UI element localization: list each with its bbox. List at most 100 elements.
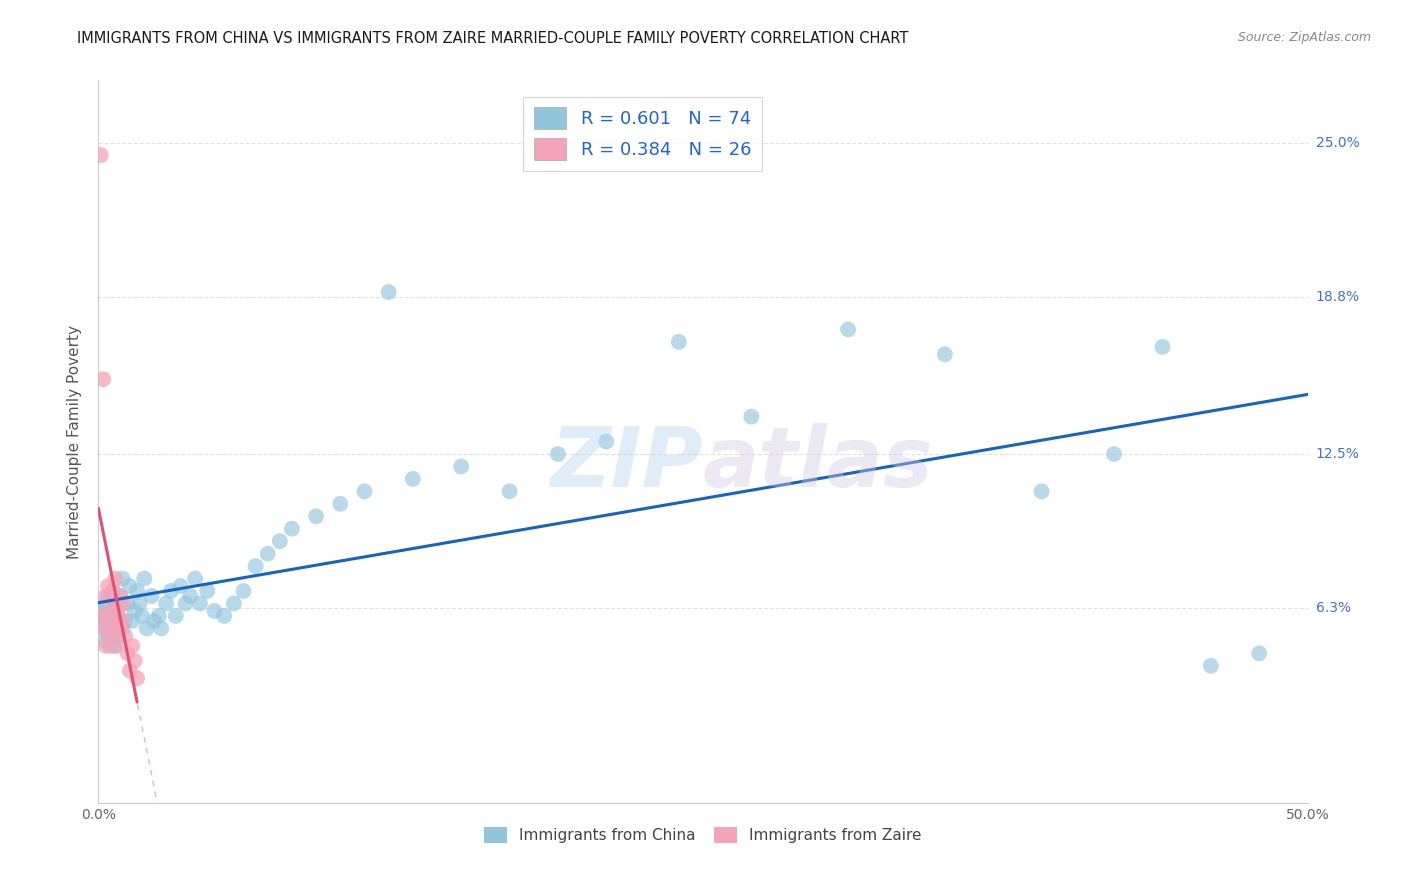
Point xyxy=(131,609,153,624)
Point xyxy=(1031,484,1053,499)
Point xyxy=(595,434,617,449)
Point xyxy=(108,614,131,628)
Point xyxy=(498,484,520,499)
Point xyxy=(111,614,134,628)
Point xyxy=(1152,340,1174,354)
Point xyxy=(212,609,235,624)
Point xyxy=(97,609,120,624)
Point xyxy=(114,614,136,628)
Point xyxy=(104,572,127,586)
Point xyxy=(104,639,127,653)
Point xyxy=(97,629,120,643)
Text: atlas: atlas xyxy=(703,423,934,504)
Point xyxy=(121,639,143,653)
Point xyxy=(104,597,127,611)
Point xyxy=(107,629,129,643)
Point xyxy=(174,597,197,611)
Point xyxy=(127,584,149,599)
Point xyxy=(97,609,120,624)
Point xyxy=(118,579,141,593)
Point xyxy=(245,559,267,574)
Point xyxy=(91,372,114,386)
Point xyxy=(101,584,124,599)
Point xyxy=(353,484,375,499)
Point xyxy=(94,614,117,628)
Point xyxy=(256,547,278,561)
Point xyxy=(141,589,163,603)
Text: IMMIGRANTS FROM CHINA VS IMMIGRANTS FROM ZAIRE MARRIED-COUPLE FAMILY POVERTY COR: IMMIGRANTS FROM CHINA VS IMMIGRANTS FROM… xyxy=(77,31,908,46)
Point xyxy=(204,604,226,618)
Legend: Immigrants from China, Immigrants from Zaire: Immigrants from China, Immigrants from Z… xyxy=(478,821,928,849)
Point xyxy=(107,604,129,618)
Point xyxy=(100,597,122,611)
Point xyxy=(281,522,304,536)
Point xyxy=(402,472,425,486)
Point xyxy=(91,621,114,635)
Point xyxy=(104,621,127,635)
Point xyxy=(124,604,146,618)
Point xyxy=(148,609,170,624)
Point xyxy=(740,409,762,424)
Point xyxy=(101,621,124,635)
Point xyxy=(117,646,139,660)
Text: 6.3%: 6.3% xyxy=(1316,601,1351,615)
Point xyxy=(934,347,956,361)
Point xyxy=(111,572,134,586)
Text: Source: ZipAtlas.com: Source: ZipAtlas.com xyxy=(1237,31,1371,45)
Point xyxy=(127,671,149,685)
Point xyxy=(117,597,139,611)
Point xyxy=(121,614,143,628)
Point xyxy=(107,614,129,628)
Point xyxy=(91,609,114,624)
Point xyxy=(329,497,352,511)
Point xyxy=(1102,447,1125,461)
Point xyxy=(97,579,120,593)
Point xyxy=(143,614,166,628)
Point xyxy=(124,654,146,668)
Point xyxy=(118,664,141,678)
Point xyxy=(1249,646,1271,660)
Point xyxy=(668,334,690,349)
Point xyxy=(377,285,399,299)
Point xyxy=(101,633,124,648)
Point xyxy=(104,639,127,653)
Point xyxy=(100,601,122,615)
Point xyxy=(128,597,150,611)
Point xyxy=(269,534,291,549)
Point xyxy=(111,621,134,635)
Point xyxy=(94,633,117,648)
Point xyxy=(195,584,218,599)
Point xyxy=(90,609,112,624)
Point xyxy=(100,639,122,653)
Point xyxy=(232,584,254,599)
Text: 12.5%: 12.5% xyxy=(1316,447,1360,461)
Point xyxy=(94,589,117,603)
Point xyxy=(101,616,124,631)
Point xyxy=(90,604,112,618)
Point xyxy=(100,621,122,635)
Point xyxy=(91,621,114,635)
Point xyxy=(165,609,187,624)
Point xyxy=(108,589,131,603)
Point xyxy=(94,639,117,653)
Text: 25.0%: 25.0% xyxy=(1316,136,1360,150)
Point xyxy=(108,589,131,603)
Point xyxy=(450,459,472,474)
Point xyxy=(111,597,134,611)
Point xyxy=(108,621,131,635)
Text: 18.8%: 18.8% xyxy=(1316,290,1360,304)
Point xyxy=(94,597,117,611)
Point xyxy=(160,584,183,599)
Point xyxy=(150,621,173,635)
Point xyxy=(155,597,177,611)
Point xyxy=(134,572,156,586)
Point xyxy=(101,604,124,618)
Point xyxy=(188,597,211,611)
Point xyxy=(222,597,245,611)
Point xyxy=(169,579,191,593)
Y-axis label: Married-Couple Family Poverty: Married-Couple Family Poverty xyxy=(67,325,83,558)
Point xyxy=(90,148,112,162)
Point xyxy=(101,584,124,599)
Point xyxy=(135,621,157,635)
Point xyxy=(179,589,201,603)
